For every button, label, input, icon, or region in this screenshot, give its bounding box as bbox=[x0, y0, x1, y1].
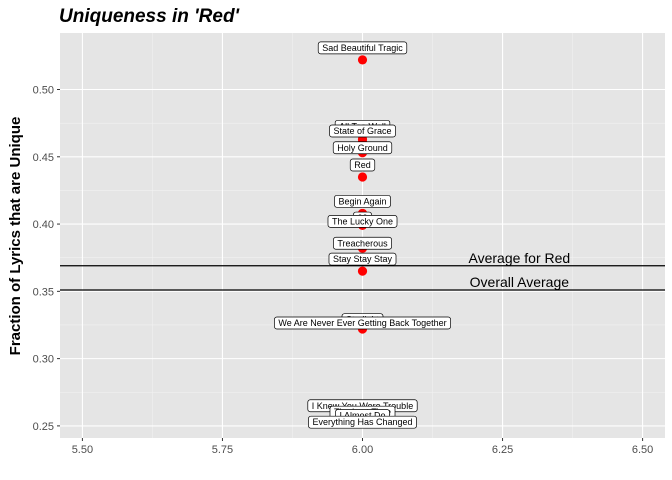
point-label-text: I Almost Do bbox=[339, 411, 385, 421]
plot-panel: 5.50 5.75 6.00 6.25 6.50 0.25 0.30 0.35 0.40 0.45… bbox=[33, 33, 665, 456]
y-tick-label: 0.30 bbox=[33, 354, 54, 366]
point-label-text: Treacherous bbox=[337, 238, 388, 248]
point-label-box bbox=[334, 194, 391, 208]
point-label-text: Begin Again bbox=[338, 196, 386, 206]
point-label-text: We Are Never Ever Getting Back Together bbox=[278, 318, 446, 328]
y-tick-label: 0.40 bbox=[33, 219, 54, 231]
point-label: Stay Stay Stay bbox=[328, 252, 397, 266]
y-tick-label: 0.35 bbox=[33, 286, 54, 298]
x-tick-label: 5.75 bbox=[212, 444, 233, 456]
point-label-text: I Knew You Were Trouble bbox=[312, 401, 413, 411]
data-point bbox=[357, 172, 368, 182]
point-label-text: Everything Has Changed bbox=[312, 417, 412, 427]
y-tick-label: 0.50 bbox=[33, 85, 54, 97]
y-tick-label: 0.45 bbox=[33, 152, 54, 164]
point-label-text: The Lucky One bbox=[332, 216, 393, 226]
data-point bbox=[357, 266, 368, 276]
point-label-box bbox=[328, 252, 397, 266]
reference-line-label: Overall Average bbox=[470, 274, 570, 290]
x-tick-label: 6.50 bbox=[632, 444, 653, 456]
point-label: State of Grace bbox=[329, 124, 396, 138]
point-label-box bbox=[329, 124, 396, 138]
point-label-box bbox=[333, 236, 392, 250]
point-label: Begin Again bbox=[334, 194, 391, 208]
x-tick-label: 6.00 bbox=[352, 444, 373, 456]
point-label: We Are Never Ever Getting Back Together bbox=[274, 316, 451, 330]
point-label: The Lucky One bbox=[327, 215, 398, 228]
point-label: Red bbox=[349, 158, 376, 172]
point-label: Treacherous bbox=[333, 236, 392, 250]
y-tick-label: 0.25 bbox=[33, 421, 54, 433]
x-tick-label: 5.50 bbox=[72, 444, 93, 456]
x-tick-label: 6.25 bbox=[492, 444, 513, 456]
data-point bbox=[357, 55, 368, 65]
point-label-box bbox=[274, 316, 451, 330]
point-label-text: Red bbox=[354, 160, 371, 170]
point-label-box bbox=[308, 415, 417, 429]
point-label-box bbox=[332, 141, 393, 155]
point-label-box bbox=[349, 158, 376, 172]
point-label: Holy Ground bbox=[332, 141, 393, 155]
point-label-box bbox=[317, 41, 408, 55]
point-label-text: Stay Stay Stay bbox=[333, 254, 393, 264]
y-axis-label: Fraction of Lyrics that are Unique bbox=[7, 117, 24, 356]
reference-line-label: Average for Red bbox=[469, 250, 571, 266]
point-label-text: Holy Ground bbox=[337, 143, 388, 153]
chart-title: Uniqueness in 'Red' bbox=[59, 6, 241, 27]
point-label-box bbox=[327, 215, 398, 228]
point-label: Sad Beautiful Tragic bbox=[317, 41, 408, 55]
point-label-text: Sad Beautiful Tragic bbox=[322, 43, 403, 53]
point-label: Everything Has Changed bbox=[308, 415, 417, 429]
point-label-text: State of Grace bbox=[333, 126, 391, 136]
